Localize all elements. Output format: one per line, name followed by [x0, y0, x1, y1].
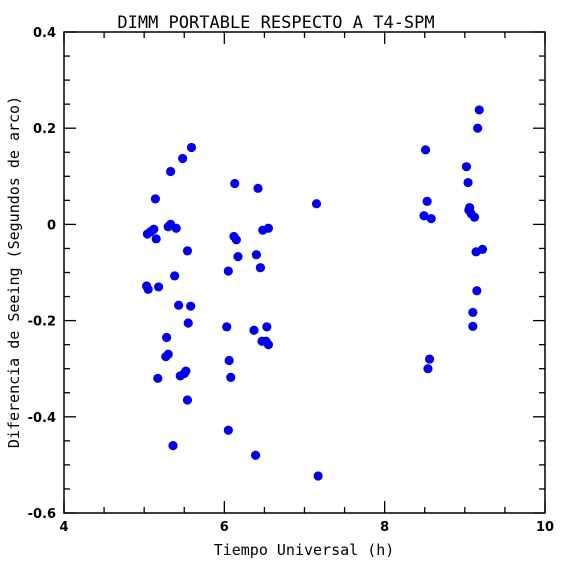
- x-tick-label: 4: [59, 520, 68, 535]
- data-point: [474, 105, 484, 115]
- data-point: [468, 307, 478, 318]
- data-point: [153, 373, 163, 383]
- data-point: [424, 354, 435, 364]
- data-point: [174, 300, 184, 310]
- data-point: [463, 177, 473, 188]
- x-tick-label: 8: [380, 520, 389, 535]
- data-point: [186, 142, 197, 153]
- data-point: [171, 223, 181, 233]
- y-tick-label: -0.4: [28, 411, 56, 426]
- y-tick-label: 0: [47, 218, 56, 233]
- data-point: [423, 364, 433, 374]
- plot-frame: [63, 31, 546, 514]
- data-point: [182, 395, 193, 405]
- data-point: [313, 471, 323, 481]
- x-axis-label: Tiempo Universal (h): [214, 541, 395, 559]
- y-tick-label: 0.2: [33, 122, 56, 137]
- data-point: [422, 196, 432, 206]
- data-point: [181, 366, 191, 376]
- data-point: [143, 284, 153, 294]
- data-point: [251, 250, 261, 260]
- y-axis-label: Diferencia de Seeing (Segundos de arco): [5, 96, 23, 448]
- data-point: [426, 214, 436, 224]
- data-point: [468, 321, 478, 331]
- data-point: [186, 301, 196, 311]
- data-point: [161, 352, 171, 362]
- data-point: [168, 441, 178, 451]
- data-point: [150, 194, 160, 204]
- data-point: [151, 234, 161, 244]
- data-point: [255, 263, 266, 273]
- data-point: [231, 235, 241, 245]
- data-point: [420, 145, 431, 155]
- data-point: [250, 450, 261, 460]
- y-tick-label: -0.6: [28, 507, 56, 522]
- chart-title: DIMM PORTABLE RESPECTO A T4-SPM: [117, 13, 434, 33]
- data-point: [178, 153, 188, 164]
- data-point: [166, 166, 176, 177]
- x-tick-label: 6: [220, 520, 229, 535]
- axis-ticks: 4 6 8 10 -0.6 -0.4 -0.2 0 0.2 0.4: [28, 26, 554, 535]
- data-point: [262, 322, 272, 332]
- data-point: [473, 123, 483, 133]
- data-point: [472, 286, 482, 296]
- data-point: [170, 271, 180, 281]
- data-point: [222, 322, 232, 332]
- data-point: [233, 252, 243, 262]
- data-point: [230, 178, 240, 189]
- data-point: [249, 325, 259, 335]
- data-point: [223, 266, 233, 276]
- data-point: [226, 372, 236, 382]
- data-point: [149, 224, 159, 234]
- data-point: [183, 318, 193, 328]
- y-tick-label: -0.2: [28, 315, 56, 330]
- data-point: [263, 223, 274, 233]
- data-point: [419, 211, 429, 221]
- data-point: [461, 162, 472, 172]
- data-points: [141, 105, 488, 481]
- data-point: [153, 282, 164, 292]
- data-point: [182, 246, 193, 256]
- x-tick-label: 10: [536, 520, 554, 535]
- data-point: [477, 244, 488, 255]
- data-point: [223, 425, 233, 435]
- data-point: [162, 332, 172, 343]
- data-point: [253, 183, 263, 193]
- y-tick-label: 0.4: [33, 26, 56, 41]
- data-point: [224, 355, 234, 366]
- data-point: [263, 340, 274, 350]
- data-point: [311, 199, 322, 209]
- data-point: [469, 212, 480, 222]
